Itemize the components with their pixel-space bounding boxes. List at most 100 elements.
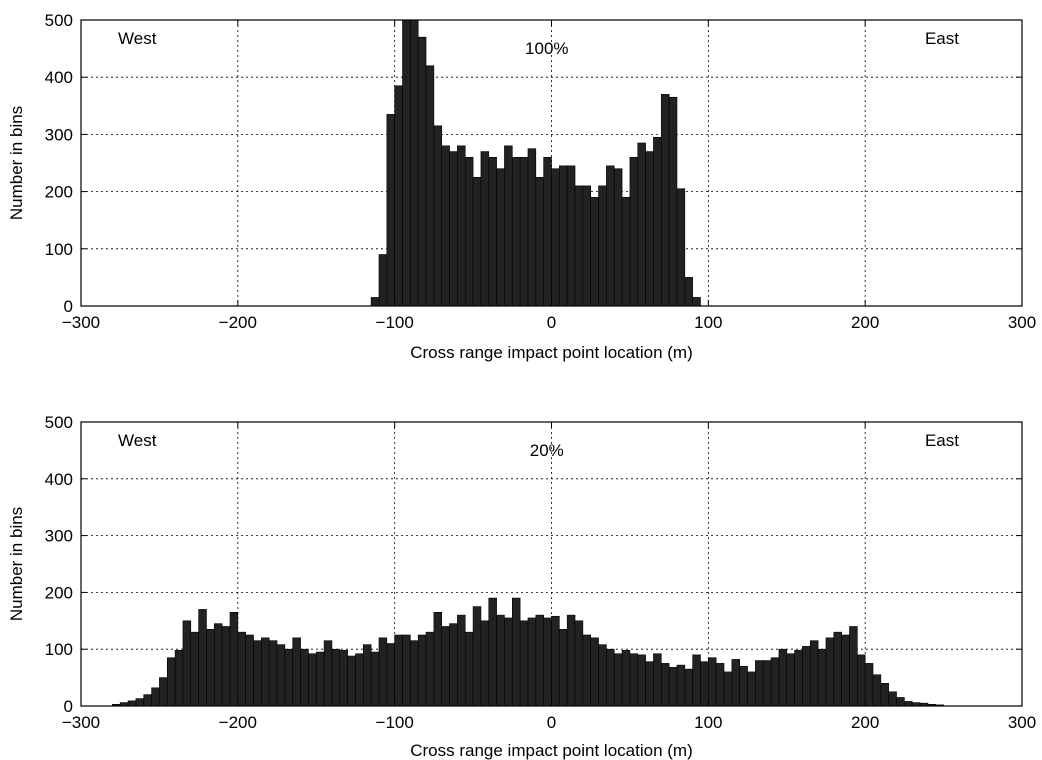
bottom-histogram-bar [370,651,380,707]
bottom-histogram-bar [449,623,458,707]
bottom-histogram-bar [904,701,913,707]
bottom-y-tick-label: 400 [45,470,73,489]
top-histogram-bar [645,151,654,307]
top-histogram-bar [519,156,529,307]
bottom-histogram-bar [284,648,294,707]
top-x-axis-label: Cross range impact point location (m) [410,343,693,362]
top-histogram-bar [606,165,615,307]
bottom-histogram-bar [300,648,309,707]
top-histogram-bar [425,65,435,307]
top-histogram-bar [449,151,458,307]
bottom-histogram-bar [849,626,858,707]
top-histogram-bar [590,197,599,307]
bottom-histogram-bar [261,637,270,707]
bottom-histogram-bar [386,643,395,707]
bottom-histogram-bar [770,657,780,707]
top-y-tick-label: 400 [45,68,73,87]
bottom-histogram-bar [253,640,262,707]
bottom-annotation-percent: 20% [530,441,564,460]
top-x-tick-label: 100 [694,313,722,332]
top-histogram-bar [504,145,513,307]
bottom-histogram-bar [143,694,152,707]
bottom-histogram-bar [527,617,537,707]
top-histogram-bar [496,168,505,307]
bottom-histogram-bar [135,698,145,707]
bottom-histogram-bar [221,626,231,707]
bottom-histogram-bar [504,617,513,707]
bottom-histogram-bar [229,611,239,707]
bottom-histogram-bar [817,648,827,707]
bottom-histogram-bar [809,640,819,707]
top-annotation-west: West [118,29,157,48]
bottom-histogram-bar [166,657,176,707]
top-histogram-bar [464,156,474,307]
top-annotation-east: East [925,29,959,48]
bottom-histogram-bar [488,597,497,707]
bottom-histogram-bar [331,648,341,707]
top-histogram-bar [660,94,670,307]
bottom-histogram-bar [833,631,842,707]
top-histogram-bar [566,165,576,307]
bottom-histogram-bar [378,637,388,707]
top-bars [370,19,701,307]
bottom-histogram-bar [653,653,662,707]
top-histogram-bar [370,297,380,307]
top-histogram-bar [653,136,662,307]
bottom-histogram-bar [292,637,301,707]
bottom-y-tick-label: 100 [45,640,73,659]
top-histogram-panel: −300 −200 −100 0 100 200 300 0100200300400500 … [7,11,1036,362]
bottom-histogram-bar [410,640,419,707]
bottom-histogram-bar [347,655,356,707]
bottom-histogram-bar [739,665,748,707]
bottom-y-axis-label: Number in bins [7,507,26,621]
bottom-histogram-bar [645,661,654,707]
bottom-histogram-bar [174,650,184,707]
top-histogram-bar [417,36,427,307]
top-histogram-bar [480,151,490,307]
top-histogram-bar [559,165,568,307]
top-histogram-bar [386,114,395,307]
bottom-y-tick-label: 200 [45,583,73,602]
bottom-histogram-bar [190,631,199,707]
bottom-histogram-bar [543,617,552,707]
bottom-histogram-bar [425,631,435,707]
bottom-histogram-bar [308,653,317,707]
bottom-histogram-bar [825,637,835,707]
top-histogram-bar [488,156,497,307]
top-histogram-bar [472,177,482,307]
bottom-histogram-bar [511,597,521,707]
top-histogram-bar [527,148,537,307]
top-histogram-bar [598,185,607,307]
bottom-histogram-bar [206,629,215,707]
top-histogram-bar [574,185,584,307]
bottom-histogram-bar [268,640,278,707]
bottom-histogram-bar [464,631,474,707]
bottom-histogram-panel: −300 −200 −100 0 100 200 300 0100200300400500 … [7,413,1036,760]
top-histogram-bar [457,145,466,307]
bottom-bars [112,597,944,707]
top-histogram-bar [668,96,678,307]
bottom-x-tick-label: 0 [547,713,556,732]
bottom-histogram-bar [676,664,686,707]
bottom-histogram-bar [660,663,670,707]
bottom-histogram-bar [339,650,348,707]
top-x-tick-label: 0 [547,313,556,332]
top-histogram-bar [621,197,631,307]
bottom-histogram-bar [606,648,615,707]
bottom-y-tick-labels: 0 100 200 300 400 500 [45,413,1022,716]
top-histogram-bar [433,125,443,307]
bottom-histogram-bar [700,661,709,707]
bottom-histogram-bar [151,687,160,707]
bottom-x-tick-label: 200 [851,713,879,732]
bottom-histogram-bar [598,644,607,707]
bottom-x-tick-label: −200 [219,713,257,732]
top-histogram-bar [684,277,693,307]
bottom-histogram-bar [535,614,544,707]
bottom-histogram-bar [402,634,411,707]
bottom-histogram-bar [417,634,427,707]
bottom-histogram-bar [127,700,137,707]
top-histogram-bar [535,177,544,307]
bottom-histogram-bar [762,660,772,707]
bottom-histogram-bar [684,668,693,707]
bottom-annotation-east: East [925,431,959,450]
